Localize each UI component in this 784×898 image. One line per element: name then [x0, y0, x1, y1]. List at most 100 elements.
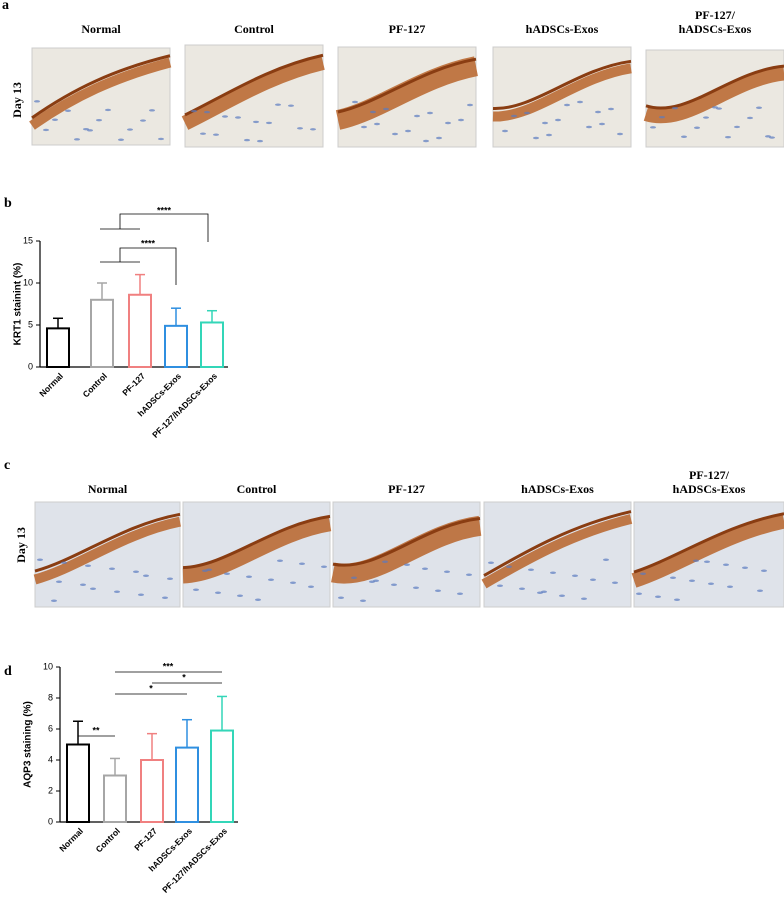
nucleus — [427, 111, 433, 115]
nucleus — [725, 135, 731, 139]
significance-label: *** — [163, 661, 174, 671]
significance-label: ** — [92, 725, 100, 735]
nucleus — [213, 133, 219, 136]
nucleus — [118, 138, 124, 141]
nucleus — [65, 109, 71, 112]
x-tick-label: PF-127 — [132, 826, 159, 853]
nucleus — [555, 118, 561, 122]
nucleus — [352, 100, 358, 104]
nucleus — [83, 127, 89, 131]
nucleus — [140, 119, 146, 122]
column-label: PF-127 — [388, 482, 425, 496]
nucleus — [383, 107, 389, 111]
bar — [200, 321, 224, 369]
x-tick-label: Normal — [37, 371, 65, 399]
nucleus — [564, 103, 570, 107]
stained-tissue — [182, 516, 332, 584]
y-tick-label: 2 — [48, 785, 53, 795]
nucleus — [297, 127, 303, 130]
nucleus — [727, 585, 733, 588]
nucleus — [52, 118, 58, 121]
bar — [210, 729, 234, 823]
nucleus — [37, 558, 43, 561]
nucleus — [712, 106, 718, 109]
stained-tissue — [335, 56, 479, 130]
nucleus — [689, 579, 695, 582]
nucleus — [436, 136, 442, 140]
nucleus — [404, 563, 410, 566]
significance-label: * — [149, 683, 153, 693]
nucleus — [511, 114, 517, 118]
nucleus — [290, 581, 296, 584]
nucleus — [370, 110, 376, 114]
nucleus — [114, 590, 120, 593]
panel-label: d — [4, 664, 12, 679]
x-tick-label: Control — [81, 371, 109, 399]
stained-tissue — [182, 514, 331, 570]
nucleus — [694, 126, 700, 129]
stained-tissue — [631, 513, 784, 588]
nucleus — [723, 563, 729, 566]
bar — [90, 298, 114, 368]
nucleus — [674, 598, 680, 601]
nucleus — [61, 561, 67, 564]
nucleus — [338, 596, 344, 599]
nucleus — [382, 560, 388, 563]
column-label: PF-127/ — [689, 468, 730, 482]
nucleus — [360, 599, 366, 602]
nucleus — [191, 109, 197, 113]
nucleus — [361, 125, 367, 129]
nucleus — [413, 586, 419, 589]
y-axis-label: AQP3 staining (%) — [23, 701, 34, 788]
nucleus — [528, 568, 534, 571]
nucleus — [519, 587, 525, 590]
nucleus — [708, 582, 714, 585]
nucleus — [581, 597, 587, 600]
nucleus — [423, 139, 429, 143]
stained-tissue — [33, 516, 182, 585]
column-label: hADSCs-Exos — [679, 22, 752, 36]
x-tick-label: PF-127/hADSCs-Exos — [150, 371, 219, 440]
bar — [103, 774, 127, 823]
significance-label: **** — [141, 238, 156, 248]
stained-tissue — [331, 515, 482, 584]
y-tick-label: 15 — [23, 235, 33, 245]
significance-bracket — [100, 247, 177, 285]
nucleus — [672, 106, 678, 110]
nucleus — [756, 106, 762, 109]
nucleus — [200, 132, 206, 135]
nucleus — [149, 109, 155, 112]
nucleus — [255, 598, 261, 601]
nucleus — [586, 125, 592, 129]
column-label: Control — [237, 482, 277, 496]
nucleus — [466, 573, 472, 576]
nucleus — [541, 590, 547, 593]
nucleus — [590, 578, 596, 581]
stained-tissue — [337, 57, 477, 114]
nucleus — [488, 561, 494, 564]
stained-tissue — [492, 59, 632, 111]
panel-label: c — [4, 458, 10, 473]
nucleus — [56, 580, 62, 583]
nucleus — [617, 132, 623, 136]
nucleus — [288, 104, 294, 107]
nucleus — [757, 589, 763, 592]
histology-image — [492, 46, 632, 148]
nucleus — [693, 559, 699, 562]
nucleus — [533, 136, 539, 140]
stained-tissue — [645, 64, 784, 110]
nucleus — [599, 122, 605, 126]
nucleus — [351, 576, 357, 579]
nucleus — [373, 579, 379, 582]
stained-tissue — [184, 53, 324, 117]
column-label: PF-127/ — [695, 8, 736, 22]
nucleus — [96, 118, 102, 122]
nucleus — [257, 139, 263, 143]
nucleus — [105, 108, 111, 112]
y-tick-label: 10 — [43, 661, 53, 671]
nucleus — [765, 135, 771, 138]
nucleus — [34, 100, 40, 103]
nucleus — [502, 129, 508, 133]
nucleus — [277, 559, 283, 562]
panel-label: b — [4, 196, 12, 211]
